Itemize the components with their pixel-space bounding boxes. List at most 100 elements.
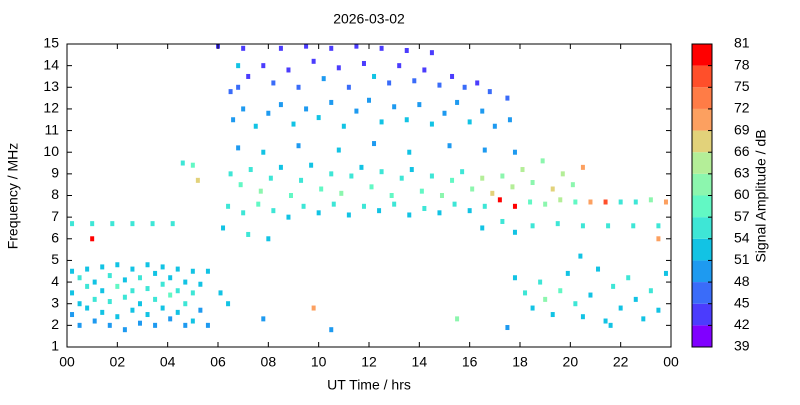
data-point — [633, 199, 638, 205]
data-point — [450, 177, 455, 183]
data-point — [452, 201, 457, 207]
data-point — [520, 167, 525, 173]
data-point — [175, 266, 180, 272]
data-point — [361, 203, 366, 209]
data-point — [500, 173, 505, 179]
data-point — [286, 214, 291, 220]
data-point — [107, 322, 112, 328]
data-point — [369, 184, 374, 190]
x-tick-label: 20 — [563, 354, 579, 370]
data-point — [278, 45, 283, 51]
data-point — [183, 301, 188, 307]
data-point — [387, 80, 392, 86]
data-point — [122, 277, 127, 283]
data-point — [85, 283, 90, 289]
x-tick-label: 22 — [613, 354, 629, 370]
data-point — [447, 143, 452, 149]
data-point — [656, 223, 661, 229]
data-point — [190, 318, 195, 324]
data-point — [183, 322, 188, 328]
data-point — [512, 275, 517, 281]
data-point — [540, 158, 545, 164]
data-point — [168, 275, 173, 281]
data-point — [241, 210, 246, 216]
data-point — [455, 316, 460, 322]
data-point — [198, 307, 203, 313]
data-point — [555, 221, 560, 227]
data-point — [90, 221, 95, 227]
data-point — [372, 73, 377, 79]
data-point — [115, 283, 120, 289]
data-point — [429, 121, 434, 127]
y-axis-label: Frequency / MHz — [5, 143, 21, 250]
data-point — [309, 162, 314, 168]
data-point — [573, 199, 578, 205]
data-point — [404, 47, 409, 53]
data-point — [316, 115, 321, 121]
data-point — [304, 43, 309, 49]
data-point — [248, 167, 253, 173]
data-point — [286, 67, 291, 73]
colorbar-band — [692, 217, 712, 239]
data-point — [190, 162, 195, 168]
x-tick-label: 12 — [361, 354, 377, 370]
data-point — [145, 286, 150, 292]
x-tick-label: 04 — [160, 354, 176, 370]
data-point — [512, 203, 517, 209]
data-point — [346, 84, 351, 90]
data-point — [482, 147, 487, 153]
data-point — [160, 281, 165, 287]
data-point — [656, 236, 661, 242]
data-point — [311, 58, 316, 64]
data-point — [500, 218, 505, 224]
data-point — [367, 97, 371, 103]
data-point — [241, 45, 246, 51]
data-point — [510, 184, 515, 190]
colorbar-tick-label: 57 — [734, 208, 750, 224]
data-point — [231, 117, 236, 123]
colorbar-tick-label: 72 — [734, 100, 750, 116]
data-point — [321, 76, 326, 82]
data-point — [538, 279, 543, 285]
y-tick-label: 8 — [51, 186, 59, 202]
colorbar-label: Signal Amplitude / dB — [753, 129, 769, 262]
data-point — [115, 314, 120, 320]
data-point — [70, 221, 75, 227]
data-point — [130, 288, 135, 294]
data-point — [389, 193, 394, 198]
data-point — [288, 193, 293, 198]
data-point — [92, 279, 97, 285]
data-point — [331, 201, 336, 207]
colorbar-tick-label: 63 — [734, 165, 750, 181]
data-point — [507, 117, 512, 123]
data-point — [100, 264, 105, 270]
data-point — [626, 275, 631, 281]
colorbar-tick-label: 42 — [734, 316, 750, 332]
data-point — [77, 301, 82, 307]
data-point — [603, 318, 608, 324]
colorbar-band — [692, 152, 712, 174]
data-point — [261, 149, 266, 155]
colorbar-band — [692, 325, 712, 347]
data-point — [475, 80, 480, 86]
data-point — [70, 290, 75, 296]
data-point — [429, 173, 434, 179]
data-point — [578, 253, 583, 259]
data-point — [100, 288, 105, 294]
data-point — [596, 266, 601, 272]
data-point — [354, 108, 359, 114]
data-point — [336, 147, 341, 153]
data-point — [467, 119, 472, 125]
data-point — [379, 119, 384, 125]
data-point — [442, 110, 447, 116]
colorbar-band — [692, 195, 712, 218]
data-point — [560, 171, 565, 177]
data-point — [296, 143, 301, 149]
data-point — [153, 322, 158, 328]
data-point — [256, 201, 261, 207]
data-point — [648, 197, 653, 203]
colorbar-tick-label: 45 — [734, 294, 750, 310]
colorbar-tick-label: 48 — [734, 273, 750, 289]
